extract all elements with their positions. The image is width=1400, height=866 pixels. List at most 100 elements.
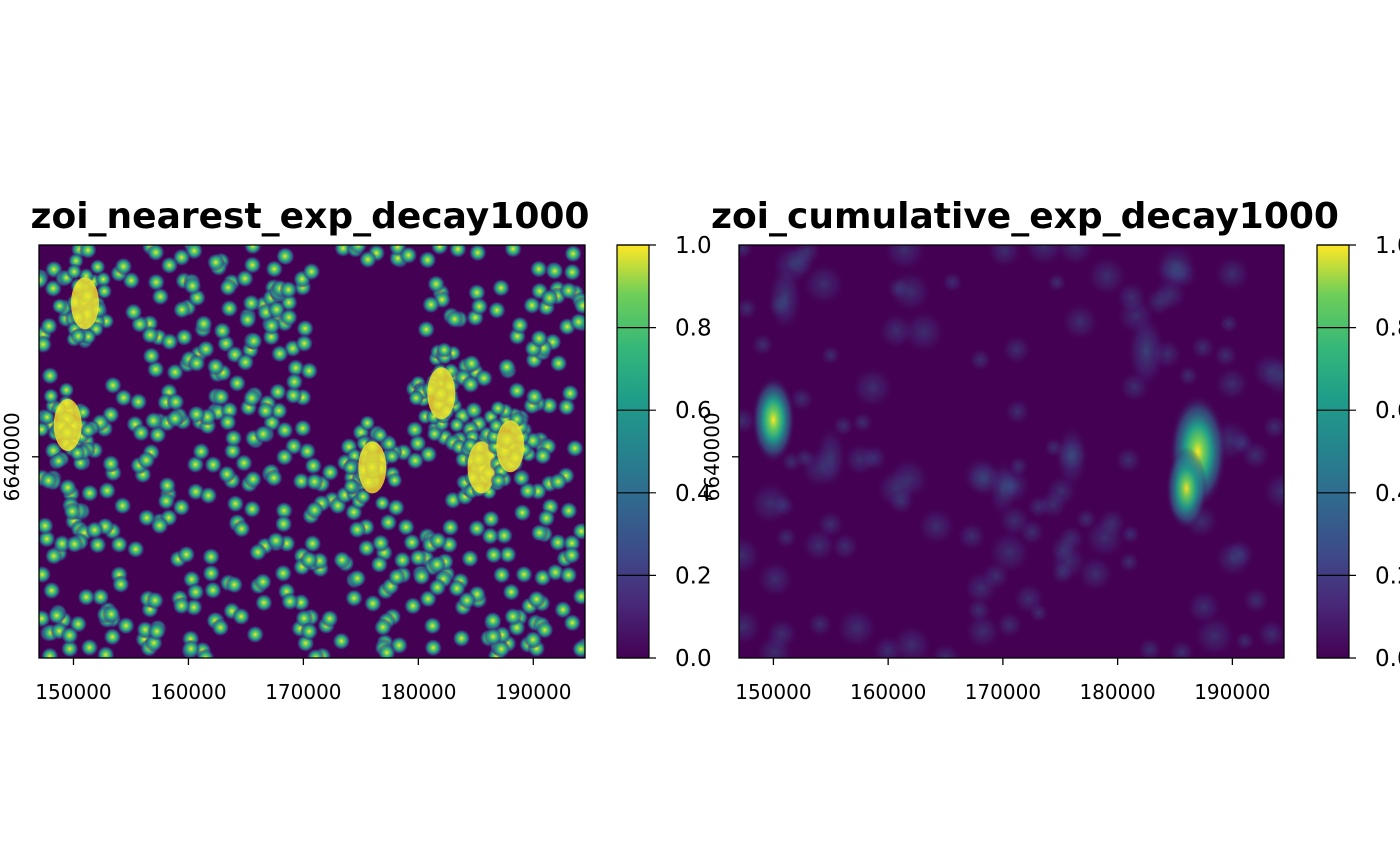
- source-point: [254, 425, 273, 443]
- colorbar-tick-label: 0.4: [1375, 481, 1400, 507]
- source-point: [373, 618, 392, 637]
- source-point: [559, 566, 578, 585]
- faint-patch: [801, 527, 837, 563]
- faint-patch: [941, 271, 964, 293]
- source-point: [103, 627, 122, 646]
- colorbar-tick-label: 0.4: [675, 481, 712, 507]
- y-tick-label: 6640000: [700, 412, 724, 501]
- faint-patch: [965, 597, 992, 624]
- source-point: [242, 294, 261, 313]
- source-point: [523, 296, 541, 315]
- source-point: [302, 262, 321, 281]
- source-point: [497, 358, 516, 376]
- source-point: [358, 250, 377, 269]
- source-point: [186, 583, 205, 601]
- source-point: [418, 250, 437, 269]
- source-point: [187, 405, 206, 424]
- source-point: [124, 303, 143, 322]
- source-point: [276, 247, 294, 266]
- cluster-point: [448, 417, 465, 433]
- source-point: [452, 629, 471, 648]
- source-point: [175, 328, 194, 347]
- faint-patch: [851, 411, 874, 434]
- source-point: [498, 545, 517, 564]
- source-point: [160, 256, 179, 275]
- source-point: [349, 245, 368, 255]
- faint-patch: [793, 447, 816, 469]
- source-point: [275, 421, 294, 440]
- source-point: [212, 387, 230, 406]
- faint-patch: [807, 611, 834, 638]
- cluster-point: [96, 283, 113, 300]
- source-point: [244, 332, 263, 350]
- colorbar-tick-label: 0.2: [1375, 563, 1400, 589]
- source-point: [243, 245, 262, 255]
- cluster-point: [436, 342, 453, 358]
- colorbar-tick-label: 0.6: [675, 398, 712, 424]
- source-point: [348, 520, 367, 539]
- faint-patch: [1012, 582, 1046, 616]
- source-point: [537, 509, 556, 528]
- cluster-point: [342, 459, 359, 476]
- source-point: [417, 320, 436, 339]
- source-point: [187, 354, 206, 373]
- cluster-point: [408, 390, 425, 407]
- source-point: [295, 334, 314, 353]
- faint-patch: [1038, 489, 1068, 520]
- source-point: [298, 442, 317, 461]
- source-point: [206, 253, 225, 272]
- source-point: [467, 283, 486, 302]
- source-point: [151, 287, 170, 306]
- source-point: [370, 555, 389, 574]
- source-point: [529, 260, 548, 278]
- faint-patch: [1083, 516, 1127, 559]
- source-point: [387, 498, 406, 517]
- source-point: [158, 476, 177, 495]
- source-point: [146, 591, 165, 610]
- source-point: [508, 381, 526, 400]
- source-point: [296, 319, 315, 338]
- x-tick-label: 170000: [965, 680, 1041, 704]
- source-point: [248, 543, 267, 562]
- x-tick-label: 190000: [1194, 680, 1270, 704]
- faint-patch: [901, 309, 946, 354]
- source-point: [461, 375, 480, 394]
- source-point: [132, 423, 151, 442]
- source-point: [102, 605, 121, 624]
- source-point: [564, 245, 583, 263]
- source-point: [246, 625, 265, 644]
- faint-patch: [1137, 637, 1163, 658]
- faint-patch: [1261, 413, 1284, 440]
- source-point: [492, 565, 511, 584]
- faint-patch: [887, 487, 916, 516]
- source-point: [559, 501, 578, 520]
- cluster-point: [89, 258, 106, 275]
- source-point: [503, 607, 522, 626]
- source-point: [220, 299, 239, 318]
- cluster-point: [384, 448, 401, 465]
- faint-patch: [1260, 355, 1284, 398]
- source-point: [104, 376, 122, 395]
- source-point: [275, 448, 294, 466]
- faint-patch: [756, 560, 795, 599]
- source-point: [58, 478, 77, 497]
- cluster-point: [66, 263, 83, 280]
- faint-patch: [751, 333, 775, 357]
- source-point: [304, 456, 323, 475]
- source-point: [428, 578, 447, 597]
- cluster-core: [467, 441, 496, 494]
- faint-patch: [1046, 272, 1067, 293]
- source-point: [224, 429, 243, 448]
- faint-patch: [891, 624, 933, 658]
- cluster-point: [490, 472, 507, 489]
- cluster-point: [359, 415, 376, 431]
- cluster-point: [43, 388, 59, 405]
- source-point: [142, 347, 161, 365]
- faint-patch: [1049, 534, 1078, 564]
- source-point: [441, 518, 460, 537]
- y-tick-label: 6640000: [0, 412, 24, 501]
- source-point: [213, 321, 232, 340]
- faint-patch: [1240, 440, 1271, 471]
- source-point: [177, 545, 196, 564]
- source-point: [172, 596, 191, 615]
